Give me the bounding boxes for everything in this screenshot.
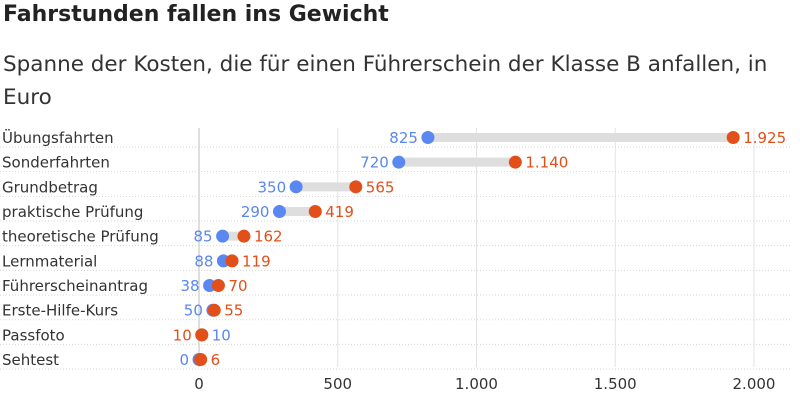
max-value-dot: [195, 328, 209, 342]
category-label: theoretische Prüfung: [2, 228, 159, 246]
max-value-label: 162: [254, 228, 283, 246]
min-value-label: 825: [389, 129, 418, 147]
category-label: Sehtest: [2, 351, 59, 369]
min-value-label: 0: [179, 351, 189, 369]
min-value-dot: [392, 155, 406, 169]
min-value-dot: [272, 205, 286, 219]
max-value-dot: [726, 131, 740, 144]
max-value-dot: [211, 279, 225, 293]
min-value-label: 50: [184, 302, 203, 320]
x-tick-label: 1.000: [455, 375, 498, 393]
x-tick-label: 0: [194, 375, 204, 393]
max-value-label: 10: [212, 326, 231, 344]
category-label: Grundbetrag: [2, 178, 98, 196]
min-value-dot: [289, 180, 303, 194]
min-value-label: 720: [360, 154, 389, 172]
min-value-label: 38: [180, 277, 199, 295]
max-value-label: 565: [366, 178, 395, 196]
category-label: Führerscheinantrag: [2, 277, 148, 295]
max-value-dot: [207, 303, 221, 317]
max-value-dot: [308, 205, 322, 219]
category-label: Erste-Hilfe-Kurs: [2, 302, 118, 320]
max-value-dot: [225, 254, 239, 268]
min-value-dot: [203, 279, 217, 293]
max-value-dot: [349, 180, 363, 194]
category-label: Passfoto: [2, 326, 65, 344]
min-value-label: 88: [194, 252, 213, 270]
max-value-label: 419: [325, 203, 354, 221]
max-value-dot: [237, 229, 251, 243]
max-value-dot: [194, 353, 208, 367]
x-tick-label: 500: [323, 375, 352, 393]
max-value-label: 70: [228, 277, 247, 295]
chart-subtitle: Spanne der Kosten, die für einen Führers…: [3, 52, 768, 110]
max-value-label: 55: [224, 302, 243, 320]
chart-title: Fahrstunden fallen ins Gewicht: [3, 2, 389, 27]
min-value-label: 350: [257, 178, 286, 196]
max-value-dot: [508, 155, 522, 169]
category-label: Übungsfahrten: [2, 128, 114, 147]
x-tick-label: 2.000: [733, 375, 776, 393]
max-value-label: 1.140: [525, 154, 568, 172]
category-label: praktische Prüfung: [2, 203, 143, 221]
min-value-dot: [216, 229, 230, 243]
min-value-label: 290: [241, 203, 270, 221]
max-value-label: 119: [242, 252, 271, 270]
category-label: Lernmaterial: [2, 252, 97, 270]
min-value-label: 10: [173, 326, 192, 344]
category-label: Sonderfahrten: [2, 154, 110, 172]
max-value-label: 1.925: [743, 129, 786, 147]
max-value-label: 6: [211, 351, 221, 369]
min-value-label: 85: [193, 228, 212, 246]
min-value-dot: [421, 131, 435, 144]
x-tick-label: 1.500: [594, 375, 637, 393]
